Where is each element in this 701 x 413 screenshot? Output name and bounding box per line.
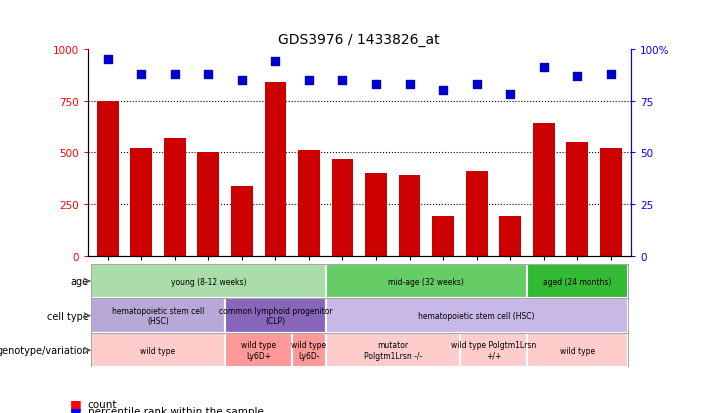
Text: young (8-12 weeks): young (8-12 weeks)	[170, 277, 246, 286]
Bar	[164, 138, 186, 256]
Bar	[600, 149, 622, 256]
Bar	[460, 333, 527, 368]
Bar	[298, 151, 320, 256]
Point	[538, 65, 550, 71]
Text: ■: ■	[70, 405, 82, 413]
Point	[236, 77, 247, 84]
Point	[571, 73, 583, 80]
Bar	[533, 124, 554, 256]
Text: ■: ■	[70, 397, 82, 411]
Point	[203, 71, 214, 78]
Point	[505, 92, 516, 98]
Text: count: count	[88, 399, 117, 409]
Bar	[91, 333, 225, 368]
Bar	[130, 149, 152, 256]
Point	[136, 71, 147, 78]
Bar	[326, 333, 460, 368]
Bar	[566, 142, 588, 256]
Bar	[292, 333, 326, 368]
Bar	[326, 264, 527, 299]
Text: percentile rank within the sample: percentile rank within the sample	[88, 406, 264, 413]
Bar	[225, 333, 292, 368]
Title: GDS3976 / 1433826_at: GDS3976 / 1433826_at	[278, 33, 440, 47]
Text: mutator
Polgtm1Lrsn -/-: mutator Polgtm1Lrsn -/-	[364, 341, 422, 360]
Point	[337, 77, 348, 84]
Text: wild type: wild type	[140, 346, 176, 355]
Text: cell type: cell type	[47, 311, 88, 321]
Text: hematopoietic stem cell
(HSC): hematopoietic stem cell (HSC)	[112, 306, 204, 325]
Bar	[332, 159, 353, 256]
Bar	[527, 333, 627, 368]
Bar	[399, 176, 421, 256]
Text: genotype/variation: genotype/variation	[0, 345, 88, 355]
Point	[169, 71, 180, 78]
Bar	[198, 153, 219, 256]
Bar	[326, 299, 627, 333]
Text: wild type
Ly6D+: wild type Ly6D+	[241, 341, 276, 360]
Point	[370, 81, 381, 88]
Text: age: age	[71, 276, 88, 286]
Point	[404, 81, 415, 88]
Bar	[231, 186, 253, 256]
Text: common lymphoid progenitor
(CLP): common lymphoid progenitor (CLP)	[219, 306, 332, 325]
Bar	[264, 83, 286, 256]
Text: wild type Polgtm1Lrsn
+/+: wild type Polgtm1Lrsn +/+	[451, 341, 536, 360]
Text: wild type
Ly6D-: wild type Ly6D-	[292, 341, 327, 360]
Bar	[225, 299, 326, 333]
Bar	[97, 101, 118, 256]
Bar	[91, 299, 225, 333]
Point	[304, 77, 315, 84]
Bar	[499, 216, 521, 256]
Bar	[91, 264, 326, 299]
Text: mid-age (32 weeks): mid-age (32 weeks)	[388, 277, 464, 286]
Point	[270, 59, 281, 65]
Point	[437, 88, 449, 94]
Text: aged (24 months): aged (24 months)	[543, 277, 611, 286]
Text: hematopoietic stem cell (HSC): hematopoietic stem cell (HSC)	[418, 311, 535, 320]
Bar	[433, 216, 454, 256]
Bar	[527, 264, 627, 299]
Point	[102, 57, 114, 63]
Bar	[465, 171, 487, 256]
Point	[471, 81, 482, 88]
Point	[605, 71, 616, 78]
Text: wild type: wild type	[559, 346, 595, 355]
Bar	[365, 173, 387, 256]
